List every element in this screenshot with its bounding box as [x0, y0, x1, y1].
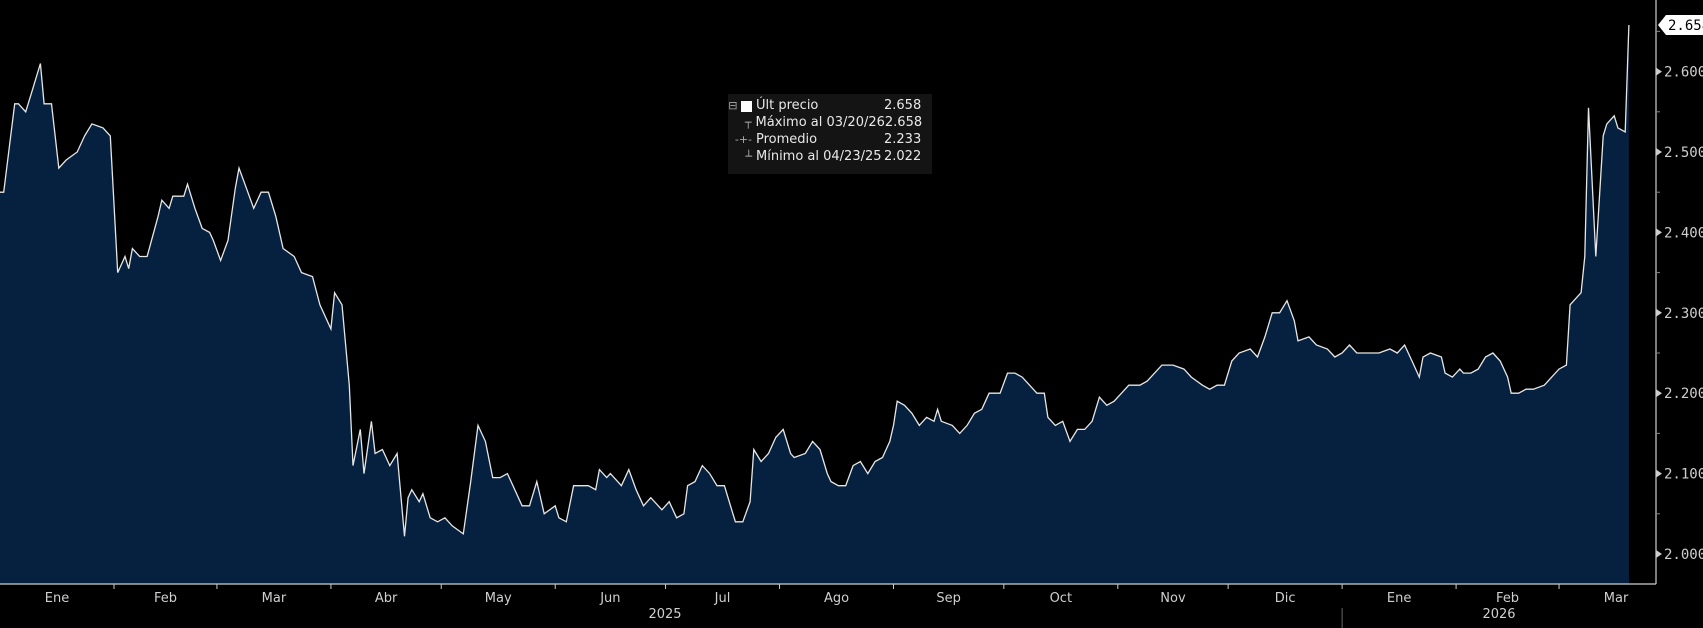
legend-last-price: ⊟ Últ precio 2.658	[728, 97, 932, 114]
last-value-label: 2.658	[1668, 18, 1703, 34]
y-tick	[1656, 389, 1662, 398]
x-tick-label: Mar	[262, 591, 287, 606]
x-tick-label: Feb	[1496, 591, 1519, 606]
legend-value: 2.658	[884, 98, 922, 113]
x-tick-label: Jun	[599, 591, 620, 606]
max-marker-icon: ┬	[744, 116, 752, 129]
y-tick-label: 2.400	[1664, 225, 1703, 241]
year-label: 2025	[648, 607, 681, 622]
legend-label: Promedio	[756, 132, 818, 147]
legend-max: ┬ Máximo al 03/20/26 2.658	[728, 114, 932, 131]
legend-label: Máximo al 03/20/26	[755, 115, 885, 130]
chart-legend: ⊟ Últ precio 2.658 ┬ Máximo al 03/20/26 …	[728, 94, 932, 174]
year-label: 2026	[1482, 607, 1515, 622]
x-tick-label: May	[485, 591, 512, 606]
legend-value: 2.022	[884, 149, 922, 164]
legend-label: Mínimo al 04/23/25	[756, 149, 882, 164]
legend-min: ┴ Mínimo al 04/23/25 2.022	[728, 148, 932, 165]
y-tick	[1656, 308, 1662, 317]
legend-average: -+- Promedio 2.233	[728, 131, 932, 148]
average-marker-icon: -+-	[734, 133, 752, 146]
x-tick-label: Mar	[1604, 591, 1629, 606]
y-tick-label: 2.000	[1664, 547, 1703, 563]
x-tick-label: Dic	[1275, 591, 1296, 606]
x-tick-label: Oct	[1050, 591, 1072, 606]
last-value-tag	[1658, 14, 1703, 35]
min-marker-icon: ┴	[745, 150, 752, 163]
y-tick-label: 2.600	[1664, 65, 1703, 81]
y-tick-label: 2.100	[1664, 467, 1703, 483]
legend-value: 2.658	[884, 115, 923, 130]
x-tick-label: Ene	[45, 591, 69, 606]
y-tick	[1656, 469, 1662, 478]
x-tick-label: Feb	[154, 591, 177, 606]
series-area	[0, 25, 1629, 584]
white-square-icon	[741, 100, 752, 112]
x-tick-label: Jul	[714, 591, 731, 606]
y-tick	[1656, 148, 1662, 156]
y-tick	[1656, 228, 1662, 237]
y-tick-label: 2.300	[1664, 306, 1703, 322]
legend-label: Últ precio	[756, 98, 819, 113]
series-line	[0, 24, 1630, 537]
x-tick-label: Ago	[824, 591, 849, 606]
x-tick-label: Ene	[1387, 591, 1411, 606]
x-tick-label: Abr	[375, 591, 398, 606]
y-tick-label: 2.500	[1664, 145, 1703, 161]
y-tick	[1656, 550, 1662, 558]
x-tick-label: Sep	[936, 591, 961, 606]
collapse-icon[interactable]: ⊟	[728, 97, 756, 114]
y-tick	[1656, 67, 1662, 76]
legend-value: 2.233	[884, 132, 922, 147]
y-tick-label: 2.200	[1664, 386, 1703, 402]
x-tick-label: Nov	[1160, 591, 1186, 606]
